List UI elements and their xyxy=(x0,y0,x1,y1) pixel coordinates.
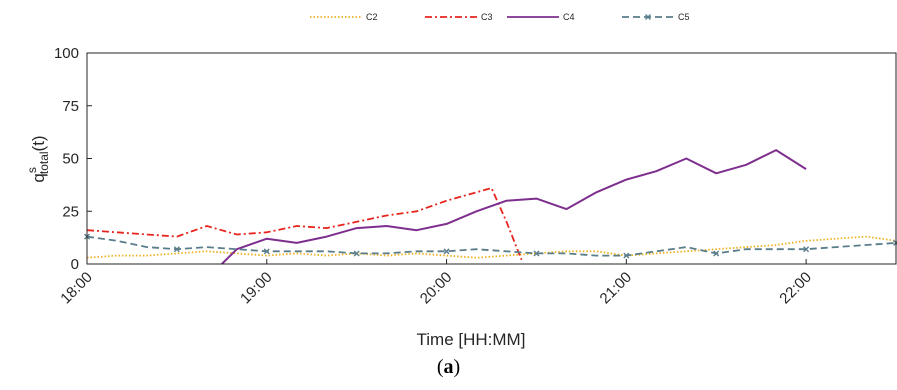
series-line-c2 xyxy=(86,235,897,259)
y-axis-title-suffix: (t) xyxy=(29,135,48,151)
y-axis-title-main: q xyxy=(29,173,48,182)
legend-marker-c5 xyxy=(645,14,651,20)
y-tick-label: 25 xyxy=(62,203,79,220)
series-marker-c5 xyxy=(263,248,270,255)
y-tick-label: 75 xyxy=(62,98,79,115)
x-axis-title: Time [HH:MM] xyxy=(417,330,526,349)
legend-label-c3: C3 xyxy=(481,12,493,22)
line-chart: C2 C3 C4 C5 0 25 50 75 100 18:00 19:00 20:00 21:00… xyxy=(25,12,897,349)
caption-open: ( xyxy=(436,356,444,378)
legend-label-c2: C2 xyxy=(366,12,378,22)
series-line-c4 xyxy=(221,149,807,265)
y-axis-title-sup: s xyxy=(25,167,39,173)
series-marker-c5 xyxy=(713,250,720,257)
plot-frame xyxy=(86,52,897,265)
x-tick-label: 22:00 xyxy=(776,269,815,308)
series-marker-c5 xyxy=(623,252,630,259)
series-marker-c5 xyxy=(173,246,180,253)
y-tick-label: 50 xyxy=(62,151,79,168)
y-tick-label: 100 xyxy=(54,45,79,62)
series-marker-c5 xyxy=(803,246,810,253)
plot-lines xyxy=(84,149,897,265)
series-line-c3 xyxy=(86,187,523,261)
y-tick-label: 0 xyxy=(71,256,79,273)
series-marker-c5 xyxy=(353,250,360,257)
y-axis-ticks: 0 25 50 75 100 xyxy=(54,45,92,273)
legend: C2 C3 C4 C5 xyxy=(310,12,690,22)
x-tick-label: 18:00 xyxy=(57,269,96,308)
x-tick-label: 19:00 xyxy=(237,269,276,308)
series-marker-c5 xyxy=(443,248,450,255)
legend-label-c5: C5 xyxy=(678,12,690,22)
series-marker-c5 xyxy=(533,250,540,257)
x-tick-label: 21:00 xyxy=(597,269,636,308)
caption-close: ) xyxy=(453,356,461,378)
caption-letter: a xyxy=(443,356,454,378)
x-axis-ticks: 18:00 19:00 20:00 21:00 22:00 xyxy=(57,259,815,307)
series-line-c5 xyxy=(86,235,897,257)
legend-label-c4: C4 xyxy=(563,12,575,22)
x-tick-label: 20:00 xyxy=(417,269,456,308)
y-axis-title: qstotal(t) xyxy=(25,135,51,182)
y-axis-title-sub: total xyxy=(37,151,51,174)
figure-caption: (a) xyxy=(0,356,897,379)
